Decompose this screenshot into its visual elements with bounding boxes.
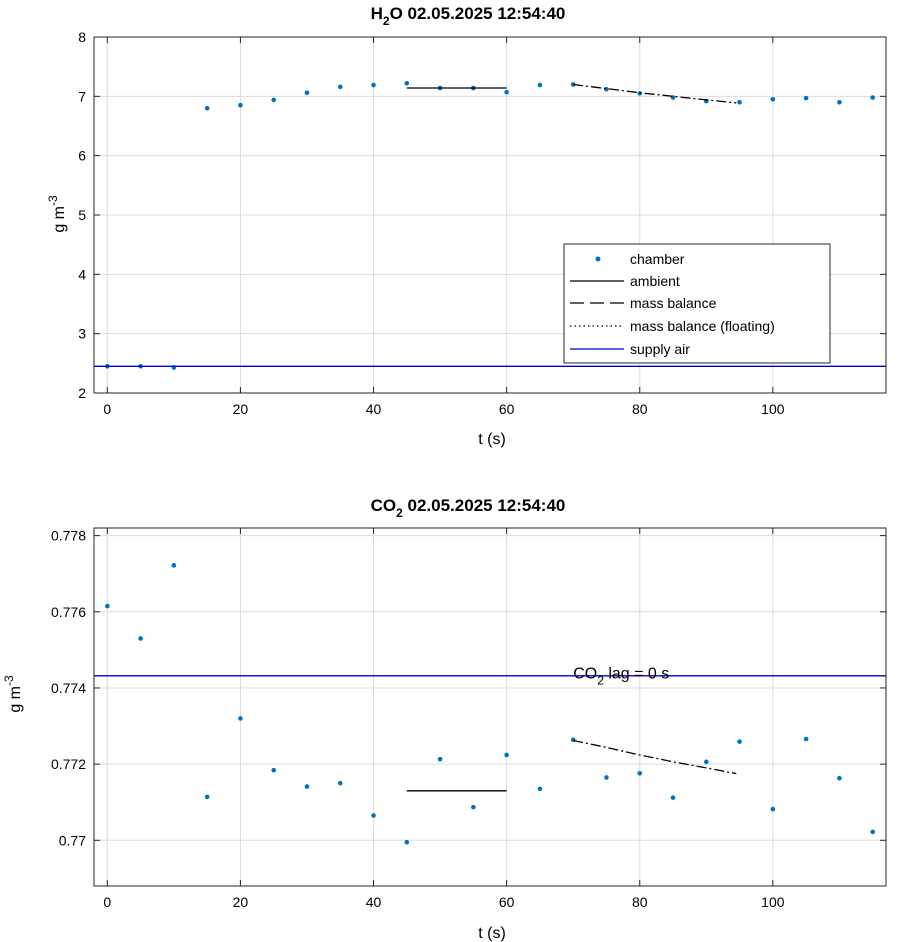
- x-tick-label: 0: [103, 894, 111, 910]
- x-tick-label: 100: [761, 401, 785, 417]
- y-tick-label: 0.772: [51, 756, 86, 772]
- x-axis-label: t (s): [478, 925, 506, 942]
- legend-item-mass-balance-floating: mass balance (floating): [570, 318, 775, 334]
- chamber-point: [704, 759, 709, 765]
- plot-marks: [94, 80, 886, 370]
- x-tick-label: 40: [366, 401, 382, 417]
- chamber-point: [337, 84, 343, 90]
- plot-frame: [93, 527, 887, 887]
- chamber-point: [537, 82, 543, 88]
- chamber-point: [770, 806, 776, 812]
- legend-item-mass-balance: mass balance: [570, 295, 717, 311]
- chamber-point: [837, 99, 842, 105]
- chamber-point: [171, 563, 177, 568]
- mass-balance-line: [573, 739, 737, 775]
- y-tick-label: 6: [78, 148, 86, 164]
- chamber-point: [537, 786, 543, 792]
- chamber-point: [371, 813, 376, 818]
- axis-ticks: 0 20 40 60 80 100 2 3 4 5 6 7 8: [78, 29, 886, 417]
- chamber-point: [238, 102, 243, 108]
- x-tick-label: 0: [103, 401, 111, 417]
- legend-swatch-chamber: [595, 256, 601, 262]
- y-tick-label: 0.77: [59, 832, 86, 848]
- x-tick-label: 40: [366, 894, 382, 910]
- y-tick-label: 0.776: [51, 604, 86, 620]
- legend-item-ambient: ambient: [570, 273, 680, 289]
- chamber-point: [870, 829, 875, 835]
- y-axis-label: g m-3: [2, 675, 24, 713]
- legend-label: mass balance: [630, 295, 717, 311]
- chamber-point: [471, 804, 476, 810]
- legend-box: [563, 243, 831, 364]
- x-tick-label: 60: [499, 894, 515, 910]
- chart-title: CO2 02.05.2025 12:54:40: [371, 496, 566, 520]
- chamber-point: [837, 775, 842, 781]
- plot-marks: [94, 563, 886, 845]
- legend-item-supply-air: supply air: [570, 341, 690, 357]
- chamber-point: [570, 82, 576, 87]
- chamber-point: [138, 636, 143, 641]
- chamber-point: [770, 97, 776, 102]
- chamber-point: [504, 752, 509, 758]
- chamber-point: [238, 716, 243, 721]
- legend: chamber ambient mass balance mass balanc…: [563, 243, 831, 364]
- chamber-point: [204, 794, 210, 800]
- chamber-point: [371, 82, 376, 88]
- y-tick-label: 4: [78, 266, 86, 282]
- x-tick-label: 100: [761, 894, 785, 910]
- chamber-point: [737, 739, 742, 744]
- y-tick-label: 8: [78, 29, 86, 45]
- y-tick-label: 5: [78, 207, 86, 223]
- legend-item-chamber: chamber: [595, 251, 685, 267]
- chamber-point: [870, 95, 875, 100]
- chamber-point: [304, 784, 310, 789]
- x-tick-label: 20: [233, 401, 249, 417]
- x-tick-label: 80: [632, 401, 648, 417]
- axis-ticks: 0 20 40 60 80 100 0.77 0.772 0.774 0.776 0.778: [51, 528, 886, 910]
- grid-lines: [94, 528, 886, 886]
- chamber-point: [504, 89, 509, 95]
- y-tick-label: 7: [78, 88, 86, 104]
- x-axis-label: t (s): [478, 431, 506, 448]
- legend-label: supply air: [630, 341, 690, 357]
- y-tick-label: 0.774: [51, 680, 86, 696]
- co2-chart: CO2 02.05.2025 12:54:40 0 20 40 60 80 100 0.77…: [2, 496, 887, 942]
- chamber-point: [404, 839, 410, 845]
- x-tick-label: 80: [632, 894, 648, 910]
- chamber-point: [437, 756, 443, 762]
- chamber-point: [637, 770, 643, 776]
- y-tick-label: 2: [78, 385, 86, 401]
- chamber-point: [803, 95, 809, 101]
- legend-label: mass balance (floating): [630, 318, 775, 334]
- legend-label: ambient: [630, 273, 680, 289]
- chamber-point: [304, 90, 310, 96]
- chart-title: H2O 02.05.2025 12:54:40: [371, 4, 566, 28]
- chamber-point: [604, 86, 609, 92]
- chamber-point: [204, 105, 210, 111]
- chamber-point: [803, 736, 809, 742]
- lag-annotation: CO2 lag = 0 s: [573, 666, 669, 688]
- chamber-point: [737, 99, 742, 105]
- chamber-point: [337, 780, 343, 786]
- chamber-point: [670, 795, 676, 800]
- chamber-point: [604, 775, 609, 780]
- h2o-chart: H2O 02.05.2025 12:54:40 0 20 40 60 80 100 2 3 4 5…: [46, 4, 887, 448]
- x-tick-label: 60: [499, 401, 515, 417]
- chamber-point: [271, 97, 276, 103]
- mass-balance-line: [573, 83, 737, 104]
- chamber-point: [404, 80, 410, 86]
- chamber-point: [105, 603, 110, 609]
- chamber-point: [271, 767, 276, 773]
- y-axis-label: g m-3: [46, 195, 68, 233]
- x-tick-label: 20: [233, 894, 249, 910]
- y-tick-label: 3: [78, 326, 86, 342]
- y-tick-label: 0.778: [51, 528, 86, 544]
- legend-label: chamber: [630, 251, 685, 267]
